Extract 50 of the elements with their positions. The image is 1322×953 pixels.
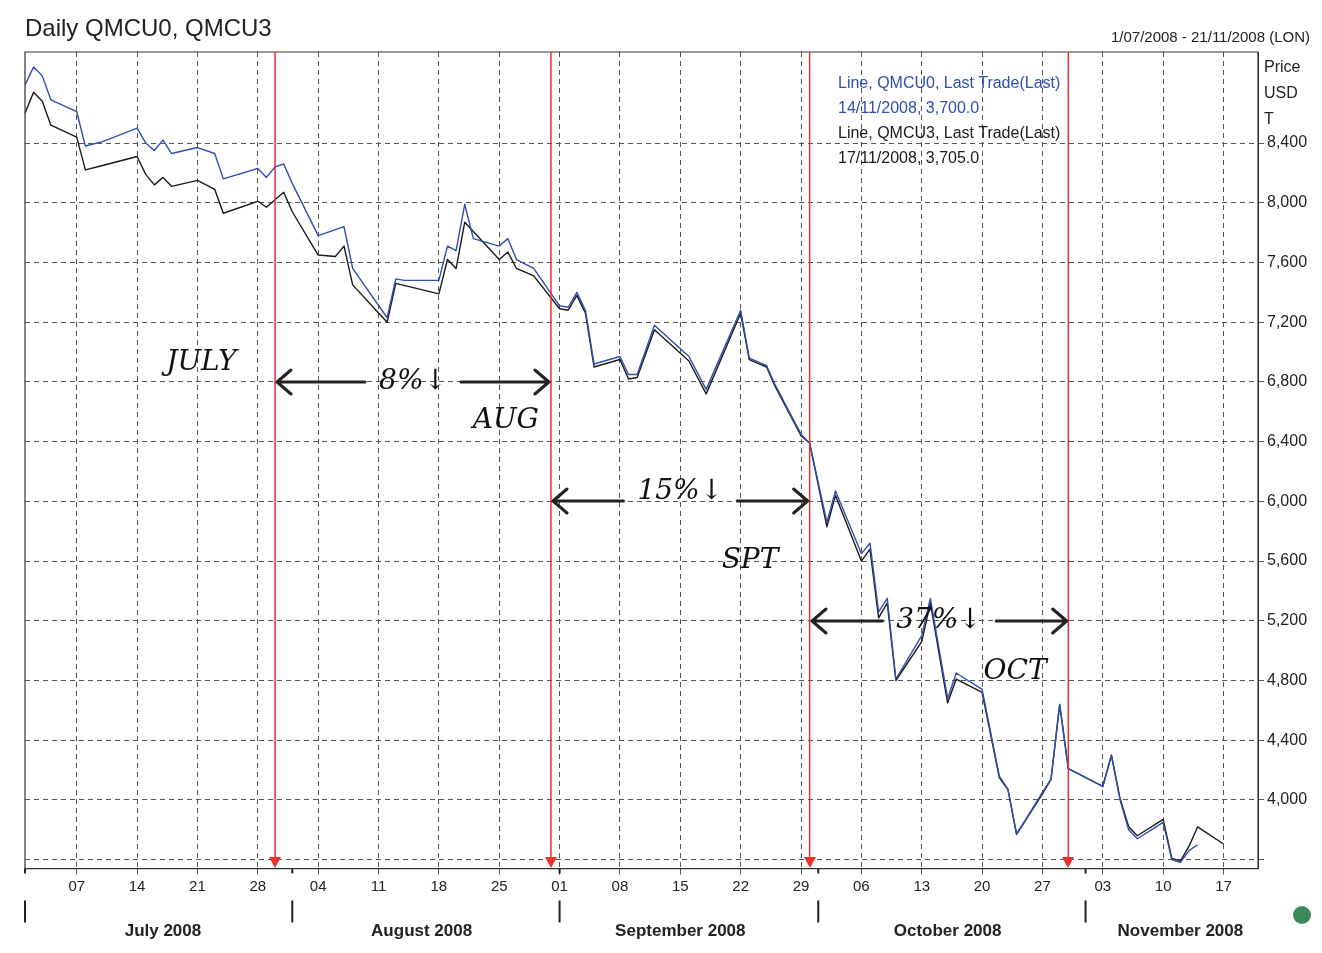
annotation: 14/11/2008, 3,700.0 — [838, 99, 980, 116]
x2-tick-label: July 2008 — [124, 921, 202, 941]
x-tick-label: 13 — [913, 876, 931, 894]
x-tick-label: 10 — [1154, 876, 1172, 894]
x2-tick-label: August 2008 — [371, 921, 473, 941]
y-tick-label: 6,400 — [1267, 432, 1308, 450]
y-tick-label: 5,600 — [1267, 551, 1308, 569]
annotation: JULY — [161, 343, 239, 377]
x2-tick-label: September 2008 — [615, 921, 746, 941]
annotation: 17/11/2008, 3,705.0 — [838, 149, 980, 166]
x-tick-label: 04 — [309, 876, 327, 894]
y-tick-label: 4,800 — [1267, 670, 1308, 688]
x-tick-label: 08 — [611, 876, 629, 894]
y-tick-label: 7,600 — [1267, 252, 1308, 270]
y-tick-label: 6,800 — [1267, 372, 1308, 390]
x-tick-label: 07 — [68, 876, 86, 894]
text: Line, QMCU3, Last Trade(Last) — [838, 124, 1061, 141]
x-tick-label: 03 — [1094, 876, 1112, 894]
y-tick-label: 8,000 — [1267, 193, 1308, 211]
x-tick-label: 11 — [370, 876, 387, 894]
x-tick-label: 18 — [430, 876, 448, 894]
y-tick-label: 4,000 — [1267, 790, 1308, 808]
x-tick-label: 21 — [189, 876, 206, 894]
x-tick-label: 20 — [973, 876, 991, 894]
annotation: AUG — [469, 402, 539, 436]
chart-title: Daily QMCU0, QMCU3 — [25, 14, 272, 41]
x-tick-label: 06 — [853, 876, 870, 894]
x2-tick-label: October 2008 — [893, 921, 1002, 941]
y-tick-label: 8,400 — [1267, 133, 1308, 151]
x-tick-label: 14 — [128, 876, 146, 894]
annotation: 15%↓ — [637, 472, 724, 506]
y-tick-label: 7,200 — [1267, 312, 1308, 330]
y-tick-label: 5,200 — [1267, 611, 1308, 629]
annotation: SPT — [721, 542, 781, 576]
chart-subtitle: 1/07/2008 - 21/11/2008 (LON) — [1110, 28, 1310, 45]
y-axis-title: Price USD T — [1264, 58, 1301, 127]
x-tick-label: 22 — [732, 876, 749, 894]
x-tick-label: 25 — [490, 876, 508, 894]
text: Line, QMCU0, Last Trade(Last) — [838, 74, 1061, 91]
x-tick-label: 28 — [249, 876, 267, 894]
x-tick-label: 29 — [792, 876, 810, 894]
x2-tick-label: November 2008 — [1117, 921, 1244, 941]
y-tick-label: 6,000 — [1267, 491, 1308, 509]
annotation: 8%↓ — [379, 363, 447, 397]
x-tick-label: 15 — [671, 876, 689, 894]
y-tick-label: 4,400 — [1267, 730, 1308, 748]
x-tick-label: 01 — [551, 876, 568, 894]
x-tick-label: 27 — [1034, 876, 1051, 894]
annotation: OCT — [983, 653, 1049, 687]
x-tick-label: 17 — [1215, 876, 1232, 894]
